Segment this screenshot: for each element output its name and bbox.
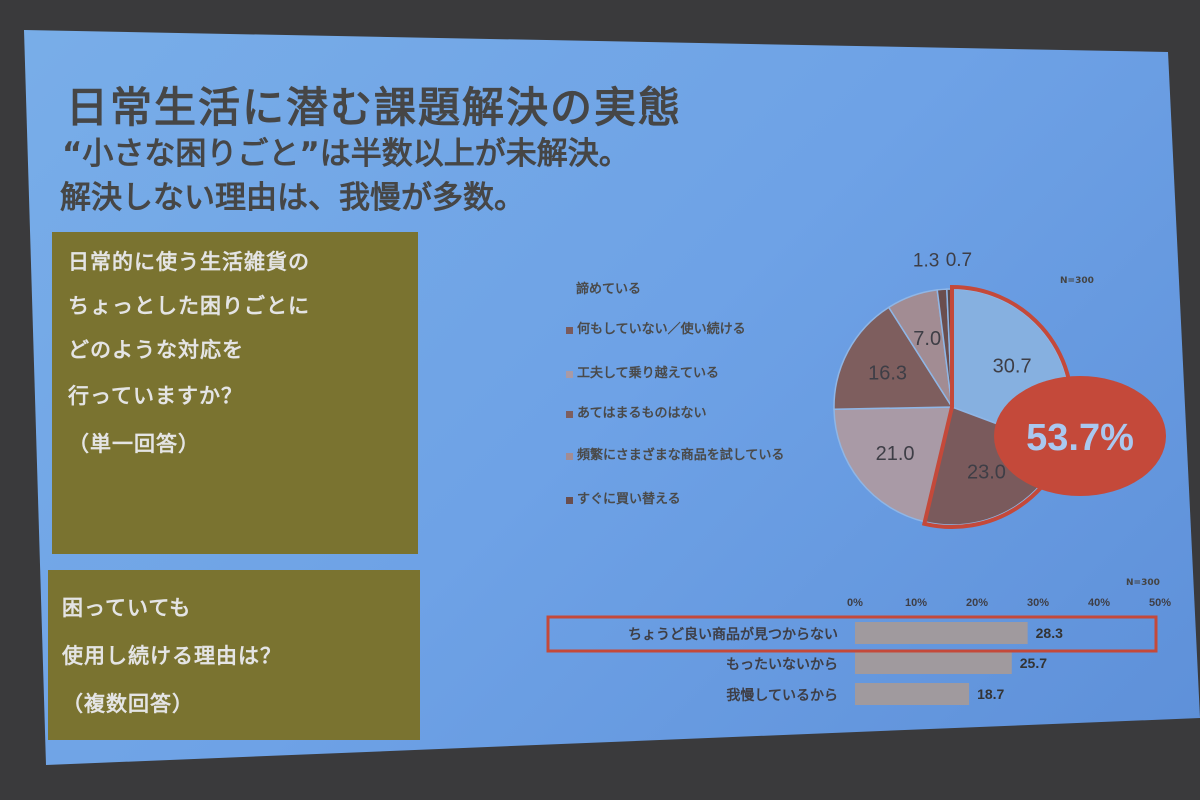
slide-title: 日常生活に潜む課題解決の実態 [66,83,683,132]
pie-data-label: 21.0 [876,443,915,465]
question-box-1: 日常的に使う生活雑貨の ちょっとした困りごとに どのような対応を 行っていますか… [52,232,418,554]
question2-line: 困っていても [62,596,192,620]
legend-swatch [566,327,573,334]
question2-line: 使用し続ける理由は？ [62,644,282,668]
legend-item: すぐに買い替える [566,490,796,510]
pie-data-label: 0.7 [946,250,972,271]
legend-item: 諦めている [566,280,796,300]
bar [855,683,970,705]
bar-value-label: 25.7 [1020,655,1047,671]
question1-line: ちょっとした困りごとに [68,294,310,318]
bar-category-label: 我慢しているから [726,687,838,704]
bar [855,652,1012,674]
question-box-2: 困っていても 使用し続ける理由は？ （複数回答） [48,570,420,740]
question1-line: 行っていますか？ [68,384,243,408]
legend-label: 諦めている [576,282,642,297]
bar-sample-size: N=300 [1126,578,1160,588]
pie-sample-size: N=300 [1060,276,1094,286]
legend-item: 頻繁にさまざまな商品を試している [566,446,796,466]
slide-subtitle-line2: 解決しない理由は、我慢が多数。 [60,180,525,216]
legend-label: あてはまるものはない [577,406,707,421]
slide-subtitle-line1: “小さな困りごと”は半数以上が未解決。 [62,136,630,172]
question1-line: 日常的に使う生活雑貨の [68,250,310,274]
pie-slice [833,306,954,410]
legend-item: 工夫して乗り越えている [566,364,796,384]
legend-label: 工夫して乗り越えている [577,366,719,381]
legend-swatch [566,411,573,418]
bar [855,622,1028,644]
x-tick-label: 0% [847,597,863,609]
question1-line: （単一回答） [68,432,200,456]
legend-swatch [566,453,573,460]
x-tick-label: 50% [1149,597,1171,609]
bar-category-label: ちょうど良い商品が見つからない [628,626,838,643]
legend-label: 頻繁にさまざまな商品を試している [577,448,785,463]
pie-data-label: 30.7 [993,355,1032,377]
pie-data-label: 23.0 [967,462,1006,484]
pie-data-label: 16.3 [868,362,907,384]
bar-value-label: 28.3 [1036,625,1063,641]
legend-swatch [566,497,573,504]
legend-item: あてはまるものはない [566,404,796,424]
question2-line: （複数回答） [62,692,194,716]
x-tick-label: 20% [966,597,988,609]
legend-swatch [566,371,573,378]
x-tick-label: 40% [1088,597,1110,609]
pie-data-label: 7.0 [913,328,941,350]
legend-label: 何もしていない／使い続ける [577,322,746,337]
legend-label: すぐに買い替える [577,492,681,507]
pie-slice [833,406,953,523]
bar-highlight-outline [546,615,1158,653]
x-tick-label: 10% [905,597,927,609]
x-tick-label: 30% [1027,597,1049,609]
question1-line: どのような対応を [68,338,244,362]
pie-data-label: 1.3 [913,251,939,272]
legend-item: 何もしていない／使い続ける [566,320,796,340]
highlight-bubble [994,376,1166,496]
bar-value-label: 18.7 [977,686,1004,702]
highlight-percentage: 53.7% [1026,417,1134,459]
bar-category-label: もったいないから [726,657,838,673]
